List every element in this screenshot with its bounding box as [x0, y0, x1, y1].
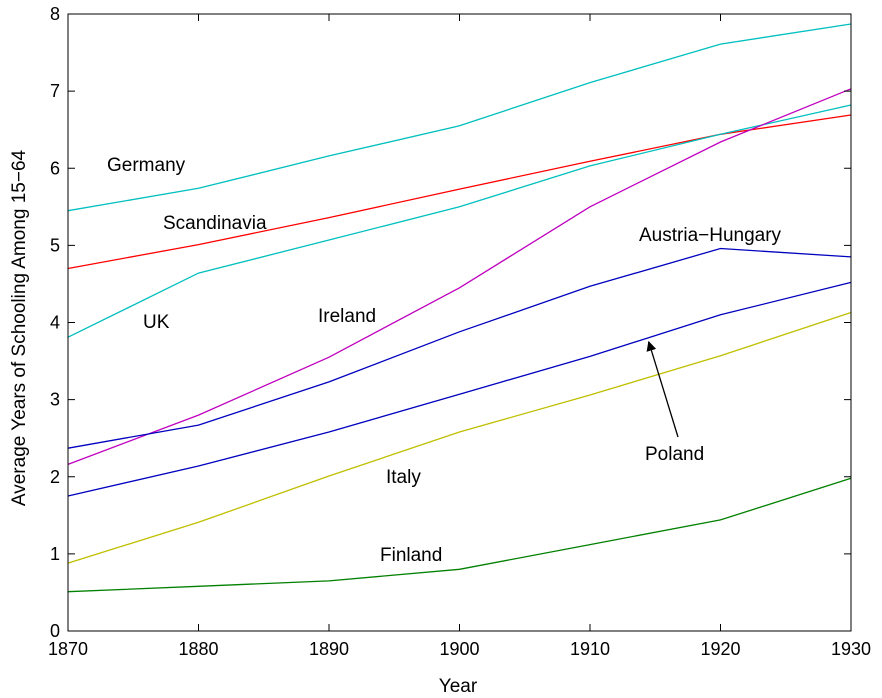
x-tick-label: 1910 — [570, 639, 610, 659]
y-tick-label: 3 — [50, 390, 60, 410]
series-line-uk — [67, 104, 852, 338]
series-line-poland — [67, 281, 852, 497]
y-tick-label: 4 — [50, 313, 60, 333]
y-tick-label: 2 — [50, 467, 60, 487]
label-austria-hungary: Austria−Hungary — [639, 225, 782, 246]
label-germany: Germany — [107, 155, 186, 176]
label-uk: UK — [143, 312, 170, 333]
arrow-poland — [646, 340, 679, 438]
label-italy: Italy — [386, 467, 421, 488]
y-tick-label: 6 — [50, 158, 60, 178]
y-tick-label: 5 — [50, 235, 60, 255]
label-poland: Poland — [645, 444, 704, 465]
series-line-germany — [67, 23, 852, 212]
y-axis-label: Average Years of Schooling Among 15−64 — [9, 149, 30, 506]
label-ireland: Ireland — [318, 306, 376, 327]
plot-area — [68, 14, 851, 631]
y-tick-label: 1 — [50, 544, 60, 564]
x-axis-label: Year — [439, 676, 478, 697]
plot-background — [68, 14, 851, 631]
x-tick-label: 1870 — [48, 639, 88, 659]
x-tick-label: 1900 — [439, 639, 479, 659]
series-line-ireland — [67, 88, 852, 466]
series-line-finland — [67, 477, 852, 593]
label-scandinavia: Scandinavia — [163, 213, 267, 234]
axes-layer: 1870 1880 1890 1900 1910 1920 1930 0 1 2 3 4 5 6 7 8 — [48, 4, 871, 659]
x-tick-label: 1880 — [178, 639, 218, 659]
x-tick-label: 1930 — [831, 639, 871, 659]
y-tick-label: 8 — [50, 4, 60, 24]
y-tick-label: 0 — [50, 621, 60, 641]
series-layer — [67, 23, 852, 593]
series-line-italy — [67, 311, 852, 564]
y-tick-label: 7 — [50, 81, 60, 101]
series-line-austria-hungary — [67, 247, 852, 449]
label-finland: Finland — [380, 545, 442, 566]
annotation-layer: Germany Scandinavia UK Ireland Austria−Hunga… — [107, 155, 782, 566]
x-tick-label: 1890 — [309, 639, 349, 659]
x-tick-label: 1920 — [700, 639, 740, 659]
